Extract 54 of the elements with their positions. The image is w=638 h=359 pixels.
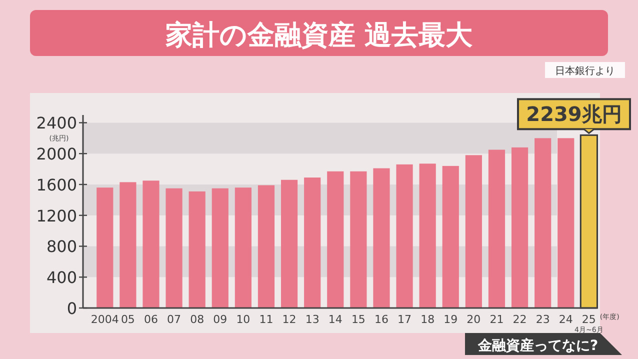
- bar: [534, 138, 552, 308]
- x-tick-label: 17: [398, 313, 412, 326]
- x-tick-label: 05: [120, 313, 135, 326]
- x-tick-label: 18: [420, 313, 435, 326]
- bar: [304, 178, 321, 308]
- x-tick-label: 10: [236, 313, 250, 326]
- x-tick-label: 22: [512, 313, 527, 326]
- bar: [350, 171, 367, 308]
- y-tick-label: 0: [66, 299, 77, 318]
- text: 金融資産ってなに?: [476, 337, 598, 354]
- x-tick-label: 20: [466, 313, 481, 326]
- x-tick-label: 06: [144, 313, 158, 326]
- y-tick-label: 2000: [36, 144, 77, 164]
- x-tick-label: 2004: [90, 313, 119, 326]
- y-tick-label: 1600: [36, 175, 77, 194]
- bar: [442, 166, 459, 308]
- bar: [258, 185, 275, 308]
- y-tick-label: 400: [46, 268, 77, 288]
- bar: [511, 147, 528, 308]
- x-tick-label: 14: [328, 313, 342, 326]
- bar: [96, 188, 114, 308]
- x-tick-label: 19: [444, 313, 458, 326]
- data-label: 2239兆円: [526, 102, 622, 126]
- bar: [166, 188, 182, 308]
- bar: [419, 164, 436, 308]
- x-tick-label: 24: [558, 313, 573, 326]
- y-tick-label: 800: [46, 237, 77, 256]
- x-tick-label: 16: [374, 313, 388, 326]
- x-tick-label: 09: [213, 313, 228, 326]
- chart-title: 家計の金融資産 過去最大: [164, 20, 474, 51]
- x-tick-label: 15: [351, 313, 366, 326]
- bar: [327, 171, 344, 308]
- x-tick-label: 12: [282, 313, 296, 326]
- text: 日本銀行より: [555, 65, 615, 77]
- x-tick-label: 11: [259, 313, 274, 326]
- x-tick-label: 07: [167, 313, 182, 326]
- bar: [142, 180, 160, 308]
- bar: [465, 155, 482, 308]
- bar: [373, 168, 390, 308]
- bar: [188, 191, 206, 308]
- bar: [212, 188, 228, 308]
- bar: [280, 180, 298, 308]
- y-tick-label: 1200: [36, 206, 77, 226]
- x-tick-label: 08: [190, 313, 204, 326]
- x-tick-label: 23: [536, 313, 550, 326]
- bar: [396, 164, 413, 308]
- bar: [488, 150, 506, 308]
- x-tick-label: 21: [490, 313, 504, 326]
- bar: [558, 138, 574, 308]
- bar: [120, 182, 136, 308]
- y-tick-label: 2400: [36, 114, 77, 133]
- x-tick-label: 13: [305, 313, 320, 326]
- x-tick-label: 25: [582, 313, 596, 326]
- bar: [234, 188, 252, 308]
